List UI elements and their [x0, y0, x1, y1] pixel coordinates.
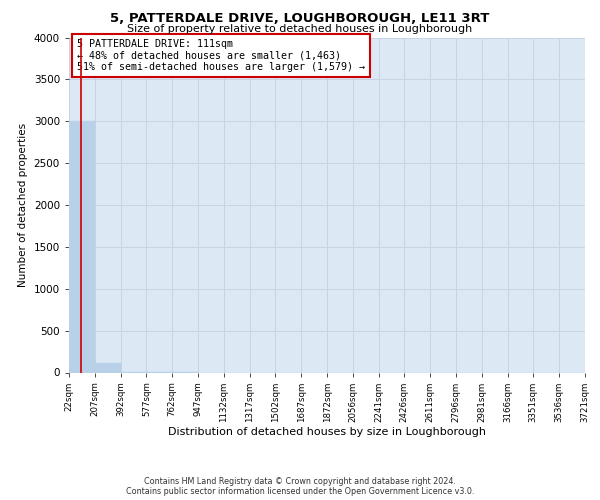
X-axis label: Distribution of detached houses by size in Loughborough: Distribution of detached houses by size …	[168, 428, 486, 438]
Text: 5 PATTERDALE DRIVE: 111sqm
← 48% of detached houses are smaller (1,463)
51% of s: 5 PATTERDALE DRIVE: 111sqm ← 48% of deta…	[77, 39, 365, 72]
Bar	[69, 121, 95, 372]
Text: 5, PATTERDALE DRIVE, LOUGHBOROUGH, LE11 3RT: 5, PATTERDALE DRIVE, LOUGHBOROUGH, LE11 …	[110, 12, 490, 26]
Bar	[95, 364, 121, 372]
Text: Contains HM Land Registry data © Crown copyright and database right 2024.
Contai: Contains HM Land Registry data © Crown c…	[126, 476, 474, 496]
Text: Size of property relative to detached houses in Loughborough: Size of property relative to detached ho…	[127, 24, 473, 34]
Y-axis label: Number of detached properties: Number of detached properties	[18, 123, 28, 287]
